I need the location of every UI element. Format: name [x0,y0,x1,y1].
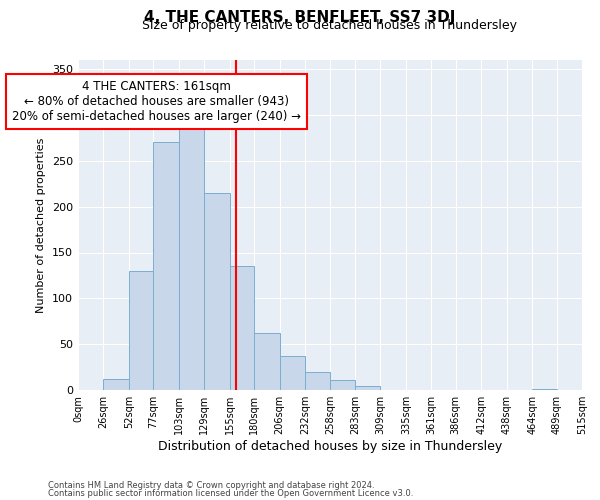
Y-axis label: Number of detached properties: Number of detached properties [37,138,46,312]
Bar [532,389,557,390]
Bar [204,193,230,390]
Bar [254,333,280,390]
Bar [305,372,331,390]
Bar [103,379,129,390]
Title: Size of property relative to detached houses in Thundersley: Size of property relative to detached ho… [143,20,517,32]
Text: Contains public sector information licensed under the Open Government Licence v3: Contains public sector information licen… [48,488,413,498]
Text: 4 THE CANTERS: 161sqm
← 80% of detached houses are smaller (943)
20% of semi-det: 4 THE CANTERS: 161sqm ← 80% of detached … [12,80,301,123]
X-axis label: Distribution of detached houses by size in Thundersley: Distribution of detached houses by size … [158,440,502,453]
Text: 4, THE CANTERS, BENFLEET, SS7 3DJ: 4, THE CANTERS, BENFLEET, SS7 3DJ [145,10,455,25]
Bar [355,386,380,390]
Bar [179,126,204,390]
Text: Contains HM Land Registry data © Crown copyright and database right 2024.: Contains HM Land Registry data © Crown c… [48,481,374,490]
Bar [154,142,179,390]
Bar [331,380,355,390]
Bar [230,266,254,390]
Bar [280,356,305,390]
Bar [129,271,154,390]
